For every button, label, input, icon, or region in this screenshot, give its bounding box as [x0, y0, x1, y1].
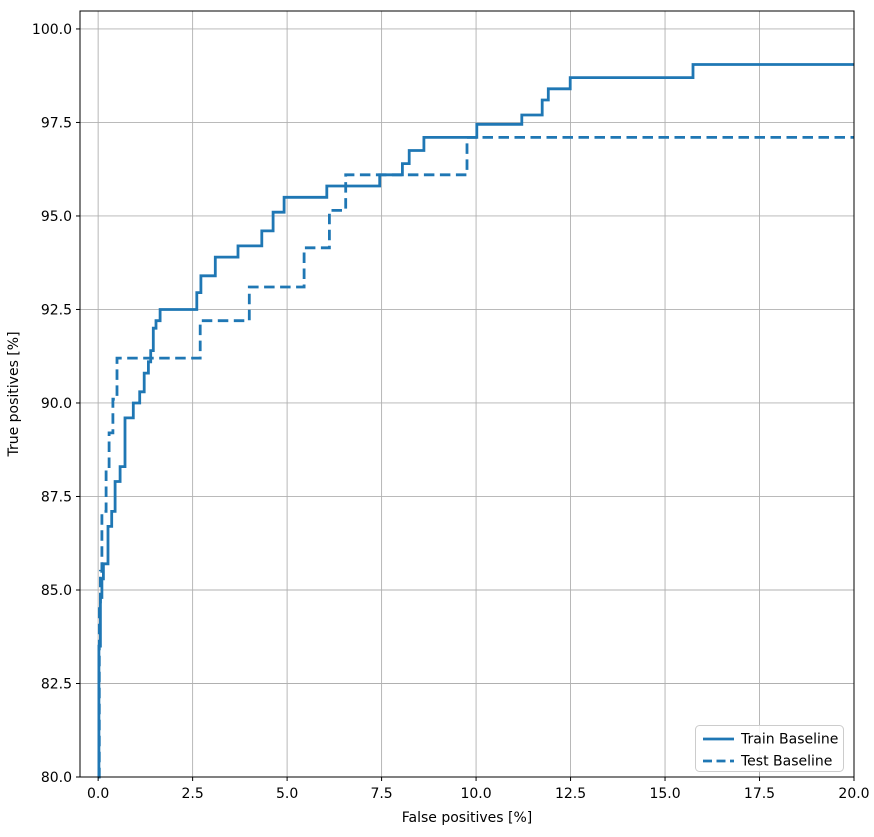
y-tick-label: 87.5 — [41, 489, 72, 505]
x-tick-label: 0.0 — [87, 786, 109, 802]
x-axis-label: False positives [%] — [402, 810, 532, 826]
x-tick-label: 7.5 — [370, 786, 392, 802]
x-tick-label: 2.5 — [181, 786, 203, 802]
legend: Train Baseline Test Baseline — [695, 725, 844, 772]
y-tick-label: 97.5 — [41, 115, 72, 131]
y-tick-label: 90.0 — [41, 396, 72, 412]
y-tick-label: 85.0 — [41, 583, 72, 599]
train-baseline-line — [97, 63, 854, 779]
grid-lines — [80, 11, 855, 778]
x-tick-label: 5.0 — [276, 786, 298, 802]
x-tick-label: 15.0 — [649, 786, 680, 802]
y-tick-label: 92.5 — [41, 302, 72, 318]
x-tick-label: 12.5 — [555, 786, 586, 802]
legend-train-label: Train Baseline — [740, 732, 838, 748]
x-tick-label: 10.0 — [460, 786, 491, 802]
y-tick-label: 82.5 — [41, 676, 72, 692]
y-tick-label: 80.0 — [41, 770, 72, 786]
axis-ticks: 0.0 2.5 5.0 7.5 10.0 12.5 15.0 17.5 20.0 80.0 82.5… — [32, 22, 870, 802]
x-tick-label: 20.0 — [838, 786, 869, 802]
y-tick-label: 95.0 — [41, 209, 72, 225]
x-tick-label: 17.5 — [744, 786, 775, 802]
y-tick-label: 100.0 — [32, 22, 72, 38]
test-baseline-line — [97, 136, 854, 779]
legend-test-label: Test Baseline — [740, 754, 832, 770]
axes-spines — [79, 10, 855, 778]
y-axis-label: True positives [%] — [6, 331, 22, 457]
plot-border — [79, 10, 855, 778]
data-series — [97, 63, 854, 779]
